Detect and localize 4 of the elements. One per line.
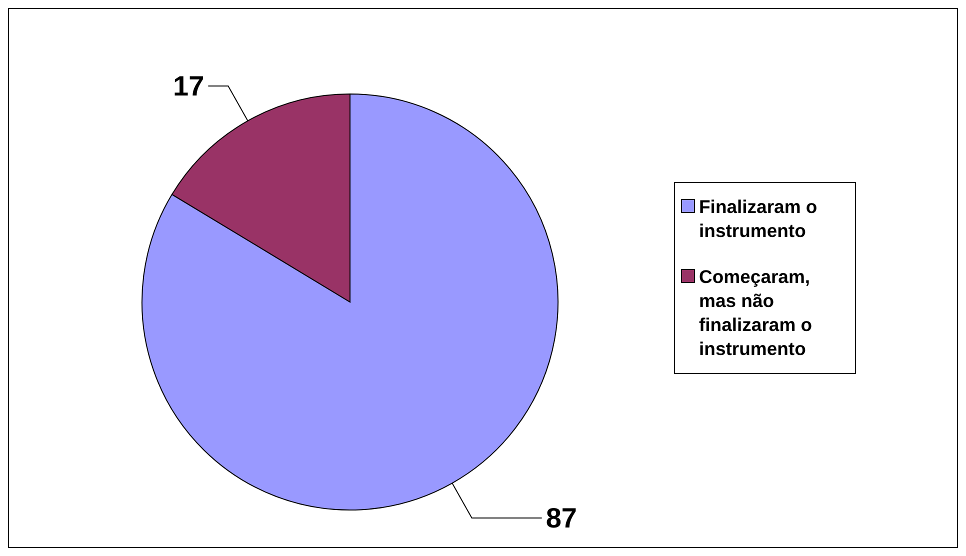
data-label: 17 (173, 70, 204, 102)
legend-label: Começaram, mas não finalizaram o instrumento (699, 264, 814, 360)
legend-label: Finalizaram o instrumento (699, 194, 818, 242)
data-label: 87 (546, 502, 577, 534)
